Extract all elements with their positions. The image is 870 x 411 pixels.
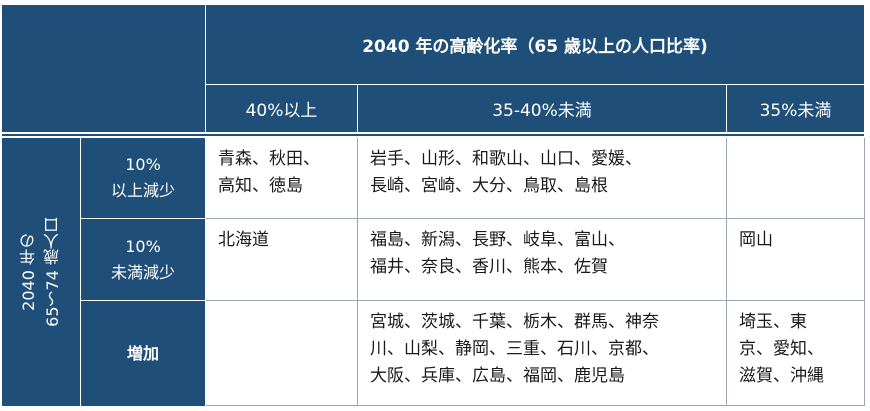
cell-line: 岡山 <box>739 230 773 250</box>
cell-line: 高知、徳島 <box>218 176 303 196</box>
corner-cell <box>2 5 205 132</box>
table-cell: 福島、新潟、長野、岐阜、富山、 福井、奈良、香川、熊本、佐賀 <box>358 219 726 300</box>
cell-line: 川、山梨、静岡、三重、石川、京都、 <box>370 339 659 359</box>
grid-line <box>206 300 865 301</box>
cell-line: 宮城、茨城、千葉、栃木、群馬、神奈 <box>370 312 659 332</box>
table-cell: 岩手、山形、和歌山、山口、愛媛、 長崎、宮崎、大分、鳥取、島根 <box>358 138 726 218</box>
row-label-10-plus-decrease: 10% 以上減少 <box>81 138 205 218</box>
grid-line <box>357 138 358 406</box>
cell-line: 北海道 <box>218 230 269 250</box>
cell-line: 福島、新潟、長野、岐阜、富山、 <box>370 230 625 250</box>
cell-line: 長崎、宮崎、大分、鳥取、島根 <box>370 176 608 196</box>
cell-line: 埼玉、東 <box>739 312 807 332</box>
header-title: 2040 年の高齢化率（65 歳以上の人口比率) <box>206 5 864 84</box>
row-group-label: 2040 年の 65～74 歳人口 <box>2 138 80 406</box>
grid-line <box>726 138 727 406</box>
row-label-line: 未満減少 <box>110 262 175 282</box>
cell-line: 福井、奈良、香川、熊本、佐賀 <box>370 257 608 277</box>
column-header-under-35: 35%未満 <box>727 85 864 132</box>
row-group-label-line2: 65～74 歳人口 <box>43 217 62 327</box>
cell-line: 大阪、兵庫、広島、福岡、鹿児島 <box>370 366 625 386</box>
header-rule <box>2 134 864 136</box>
table-cell: 埼玉、東 京、愛知、 滋賀、沖縄 <box>727 301 864 406</box>
cell-line: 岩手、山形、和歌山、山口、愛媛、 <box>370 149 642 169</box>
table-cell: 北海道 <box>206 219 357 300</box>
row-label-line: 増加 <box>126 343 159 363</box>
grid-line <box>864 138 865 406</box>
column-header-40-plus: 40%以上 <box>206 85 357 132</box>
table-cell <box>206 301 357 406</box>
table-cell: 岡山 <box>727 219 864 300</box>
row-label-line: 10% <box>125 155 161 174</box>
row-label-under-10-decrease: 10% 未満減少 <box>81 219 205 300</box>
row-group-label-line1: 2040 年の <box>19 233 38 311</box>
row-label-line: 以上減少 <box>110 181 175 200</box>
cell-line: 青森、秋田、 <box>218 149 320 169</box>
cell-line: 京、愛知、 <box>739 339 824 359</box>
column-header-35-40: 35-40%未満 <box>358 85 726 132</box>
table-cell: 青森、秋田、 高知、徳島 <box>206 138 357 218</box>
cell-line: 滋賀、沖縄 <box>739 366 824 386</box>
grid-line <box>206 405 865 406</box>
table-cell <box>727 138 864 218</box>
row-label-line: 10% <box>125 236 161 256</box>
row-label-increase: 増加 <box>81 301 205 406</box>
table-cell: 宮城、茨城、千葉、栃木、群馬、神奈 川、山梨、静岡、三重、石川、京都、 大阪、兵… <box>358 301 726 406</box>
grid-line <box>206 218 865 219</box>
